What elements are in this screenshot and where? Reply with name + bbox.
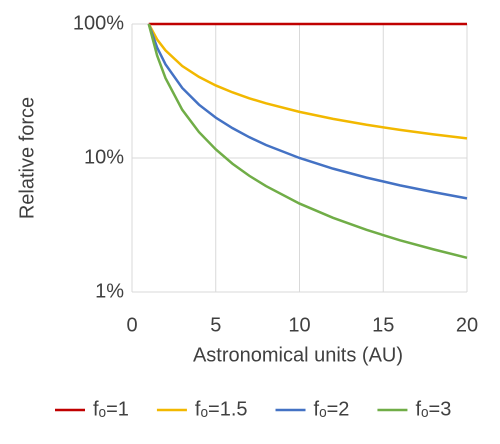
y-tick-label: 10% — [84, 146, 124, 168]
x-tick-label: 5 — [210, 314, 221, 336]
y-tick-label: 100% — [73, 12, 124, 34]
y-axis-label: Relative force — [16, 97, 38, 219]
x-tick-label: 0 — [126, 314, 137, 336]
x-axis-label: Astronomical units (AU) — [193, 344, 403, 366]
x-tick-label: 15 — [372, 314, 394, 336]
series-line — [147, 23, 468, 200]
x-tick-label: 10 — [288, 314, 310, 336]
legend-label: fₒ=2 — [314, 398, 350, 420]
legend-label: fₒ=3 — [415, 398, 451, 420]
x-tick-label: 20 — [456, 314, 478, 336]
series-line — [147, 23, 468, 140]
legend-label: fₒ=1 — [93, 398, 129, 420]
series-line — [147, 23, 468, 260]
legend-label: fₒ=1.5 — [195, 398, 248, 420]
y-tick-label: 1% — [95, 280, 124, 302]
